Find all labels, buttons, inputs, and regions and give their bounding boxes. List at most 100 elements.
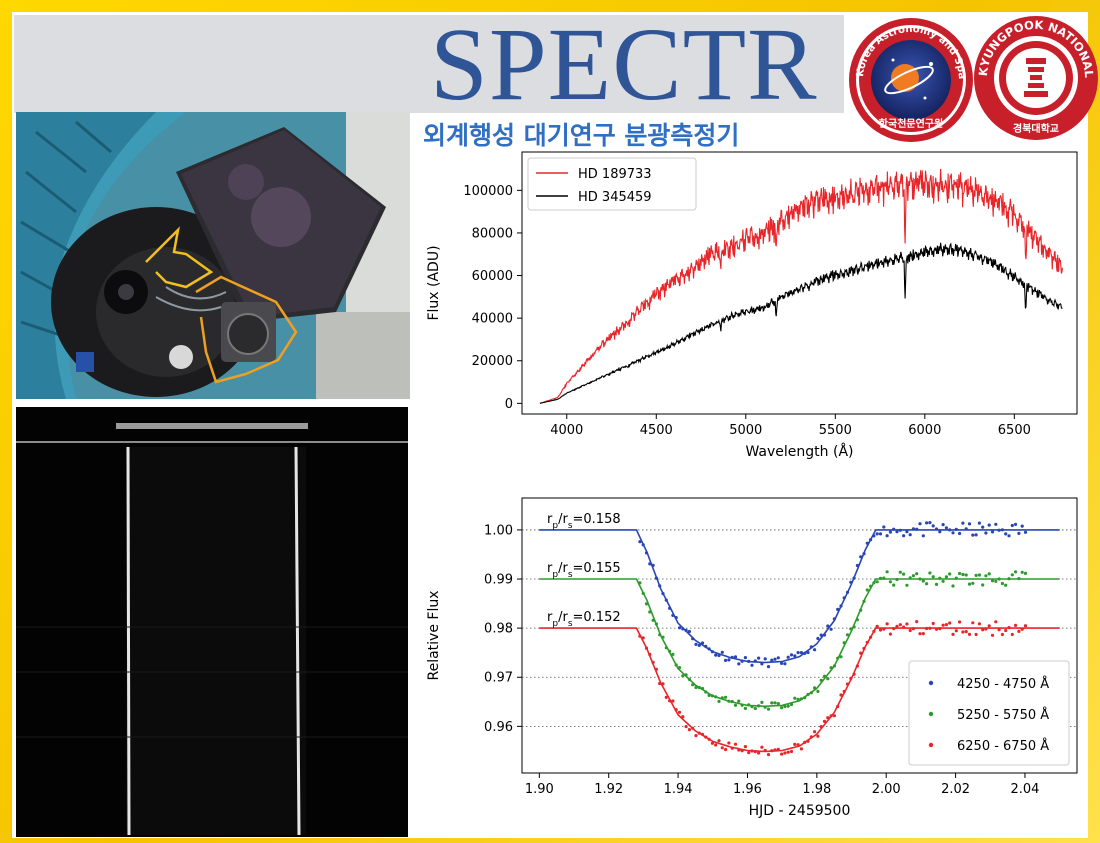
lightcurve-data-point <box>839 693 843 697</box>
lightcurve-data-point <box>654 576 658 580</box>
lightcurve-data-point <box>638 634 642 638</box>
lightcurve-data-point <box>651 563 655 567</box>
lightcurve-data-point <box>875 532 879 536</box>
lightcurve-data-point <box>941 579 945 583</box>
lightcurve-data-point <box>1023 530 1028 534</box>
spectrum-plot-area <box>521 151 1078 415</box>
lightcurve-data-point <box>990 633 995 637</box>
lightcurve-data-point <box>826 716 830 720</box>
lightcurve-data-point <box>898 528 902 532</box>
lightcurve-legend-label: 4250 - 4750 Å <box>957 676 1049 692</box>
lightcurve-data-point <box>944 575 949 579</box>
lightcurve-data-point <box>700 732 705 736</box>
lightcurve-data-point <box>694 685 698 690</box>
lightcurve-data-point <box>859 651 863 655</box>
lightcurve-data-point <box>921 534 925 538</box>
lightcurve-data-point <box>836 704 840 709</box>
lightcurve-data-point <box>865 640 869 644</box>
lightcurve-data-point <box>839 655 843 659</box>
lightcurve-data-point <box>902 572 906 576</box>
lightcurve-data-point <box>661 592 665 596</box>
lightcurve-y-tick-label: 0.96 <box>484 720 513 735</box>
lightcurve-data-point <box>691 637 695 641</box>
lightcurve-data-point <box>997 528 1001 532</box>
lightcurve-data-point <box>710 650 714 654</box>
lightcurve-data-point <box>730 655 734 659</box>
lightcurve-data-point <box>661 682 665 686</box>
lightcurve-data-point <box>852 576 856 580</box>
lightcurve-data-point <box>773 657 777 661</box>
lightcurve-data-point <box>822 719 827 723</box>
lightcurve-data-point <box>796 651 800 655</box>
lightcurve-data-point <box>862 646 866 651</box>
lightcurve-data-point <box>730 746 734 750</box>
lightcurve-data-point <box>931 621 935 626</box>
lightcurve-data-point <box>671 613 675 617</box>
lightcurve-data-point <box>822 674 827 678</box>
spectrum-legend-label: HD 345459 <box>578 190 652 205</box>
lightcurve-data-point <box>832 664 836 668</box>
lightcurve-data-point <box>925 626 929 631</box>
lightcurve-data-point <box>928 521 932 525</box>
lightcurve-data-point <box>941 623 945 627</box>
lightcurve-data-point <box>1000 632 1005 637</box>
lightcurve-data-point <box>766 707 771 711</box>
lightcurve-data-point <box>829 666 833 670</box>
lightcurve-data-point <box>1004 532 1008 536</box>
lightcurve-data-point <box>944 623 949 627</box>
lightcurve-data-point <box>727 699 731 703</box>
lightcurve-data-point <box>724 658 728 662</box>
lightcurve-data-point <box>902 625 906 629</box>
lightcurve-data-point <box>832 714 836 718</box>
lightcurve-data-point <box>915 572 919 576</box>
lightcurve-data-point <box>677 666 682 670</box>
lightcurve-data-point <box>994 522 998 526</box>
lightcurve-data-point <box>750 663 754 667</box>
lightcurve-data-point <box>786 655 790 659</box>
lightcurve-data-point <box>668 649 672 653</box>
lightcurve-data-point <box>750 749 754 753</box>
lightcurve-data-point <box>1020 524 1024 528</box>
lightcurve-data-point <box>641 591 645 595</box>
lightcurve-data-point <box>905 622 909 626</box>
lightcurve-data-point <box>855 563 859 568</box>
lightcurve-data-point <box>1014 623 1018 627</box>
lightcurve-data-point <box>704 690 708 694</box>
lightcurve-data-point <box>737 748 741 752</box>
lightcurve-data-point <box>717 653 721 658</box>
lightcurve-data-point <box>849 580 853 584</box>
lightcurve-data-point <box>859 608 863 612</box>
spectrum-series-line <box>539 168 1064 404</box>
lightcurve-data-point <box>786 750 790 754</box>
lightcurve-data-point <box>661 635 665 639</box>
lightcurve-data-point <box>816 734 820 738</box>
lightcurve-data-point <box>740 749 744 753</box>
lightcurve-data-point <box>697 685 701 690</box>
lightcurve-data-point <box>905 530 909 534</box>
lightcurve-data-point <box>681 627 685 631</box>
lightcurve-data-point <box>994 620 998 624</box>
title-band <box>14 15 844 113</box>
lightcurve-data-point <box>799 747 803 751</box>
spectrum-y-tick-label: 0 <box>505 397 513 412</box>
lightcurve-data-point <box>934 527 939 531</box>
lightcurve-data-point <box>842 596 846 600</box>
lightcurve-data-point <box>813 686 817 690</box>
lightcurve-data-point <box>654 622 658 626</box>
spectrum-x-axis-label: Wavelength (Å) <box>745 443 853 460</box>
lightcurve-data-point <box>888 632 892 636</box>
lightcurve-data-point <box>658 681 662 686</box>
kasi-logo: Korea Astronomy and Space Science Instit… <box>847 16 973 142</box>
lightcurve-data-point <box>885 570 889 574</box>
lightcurve-data-point <box>822 633 827 637</box>
lightcurve-data-point <box>783 662 787 666</box>
lightcurve-data-point <box>714 653 718 657</box>
lightcurve-y-axis-label: Relative Flux <box>426 590 442 680</box>
lightcurve-data-point <box>773 748 777 752</box>
lightcurve-data-point <box>1017 577 1021 581</box>
lightcurve-data-point <box>694 734 698 738</box>
lightcurve-data-point <box>671 699 675 703</box>
lightcurve-data-point <box>763 705 767 709</box>
lightcurve-data-point <box>720 746 724 750</box>
lightcurve-data-point <box>902 534 906 538</box>
